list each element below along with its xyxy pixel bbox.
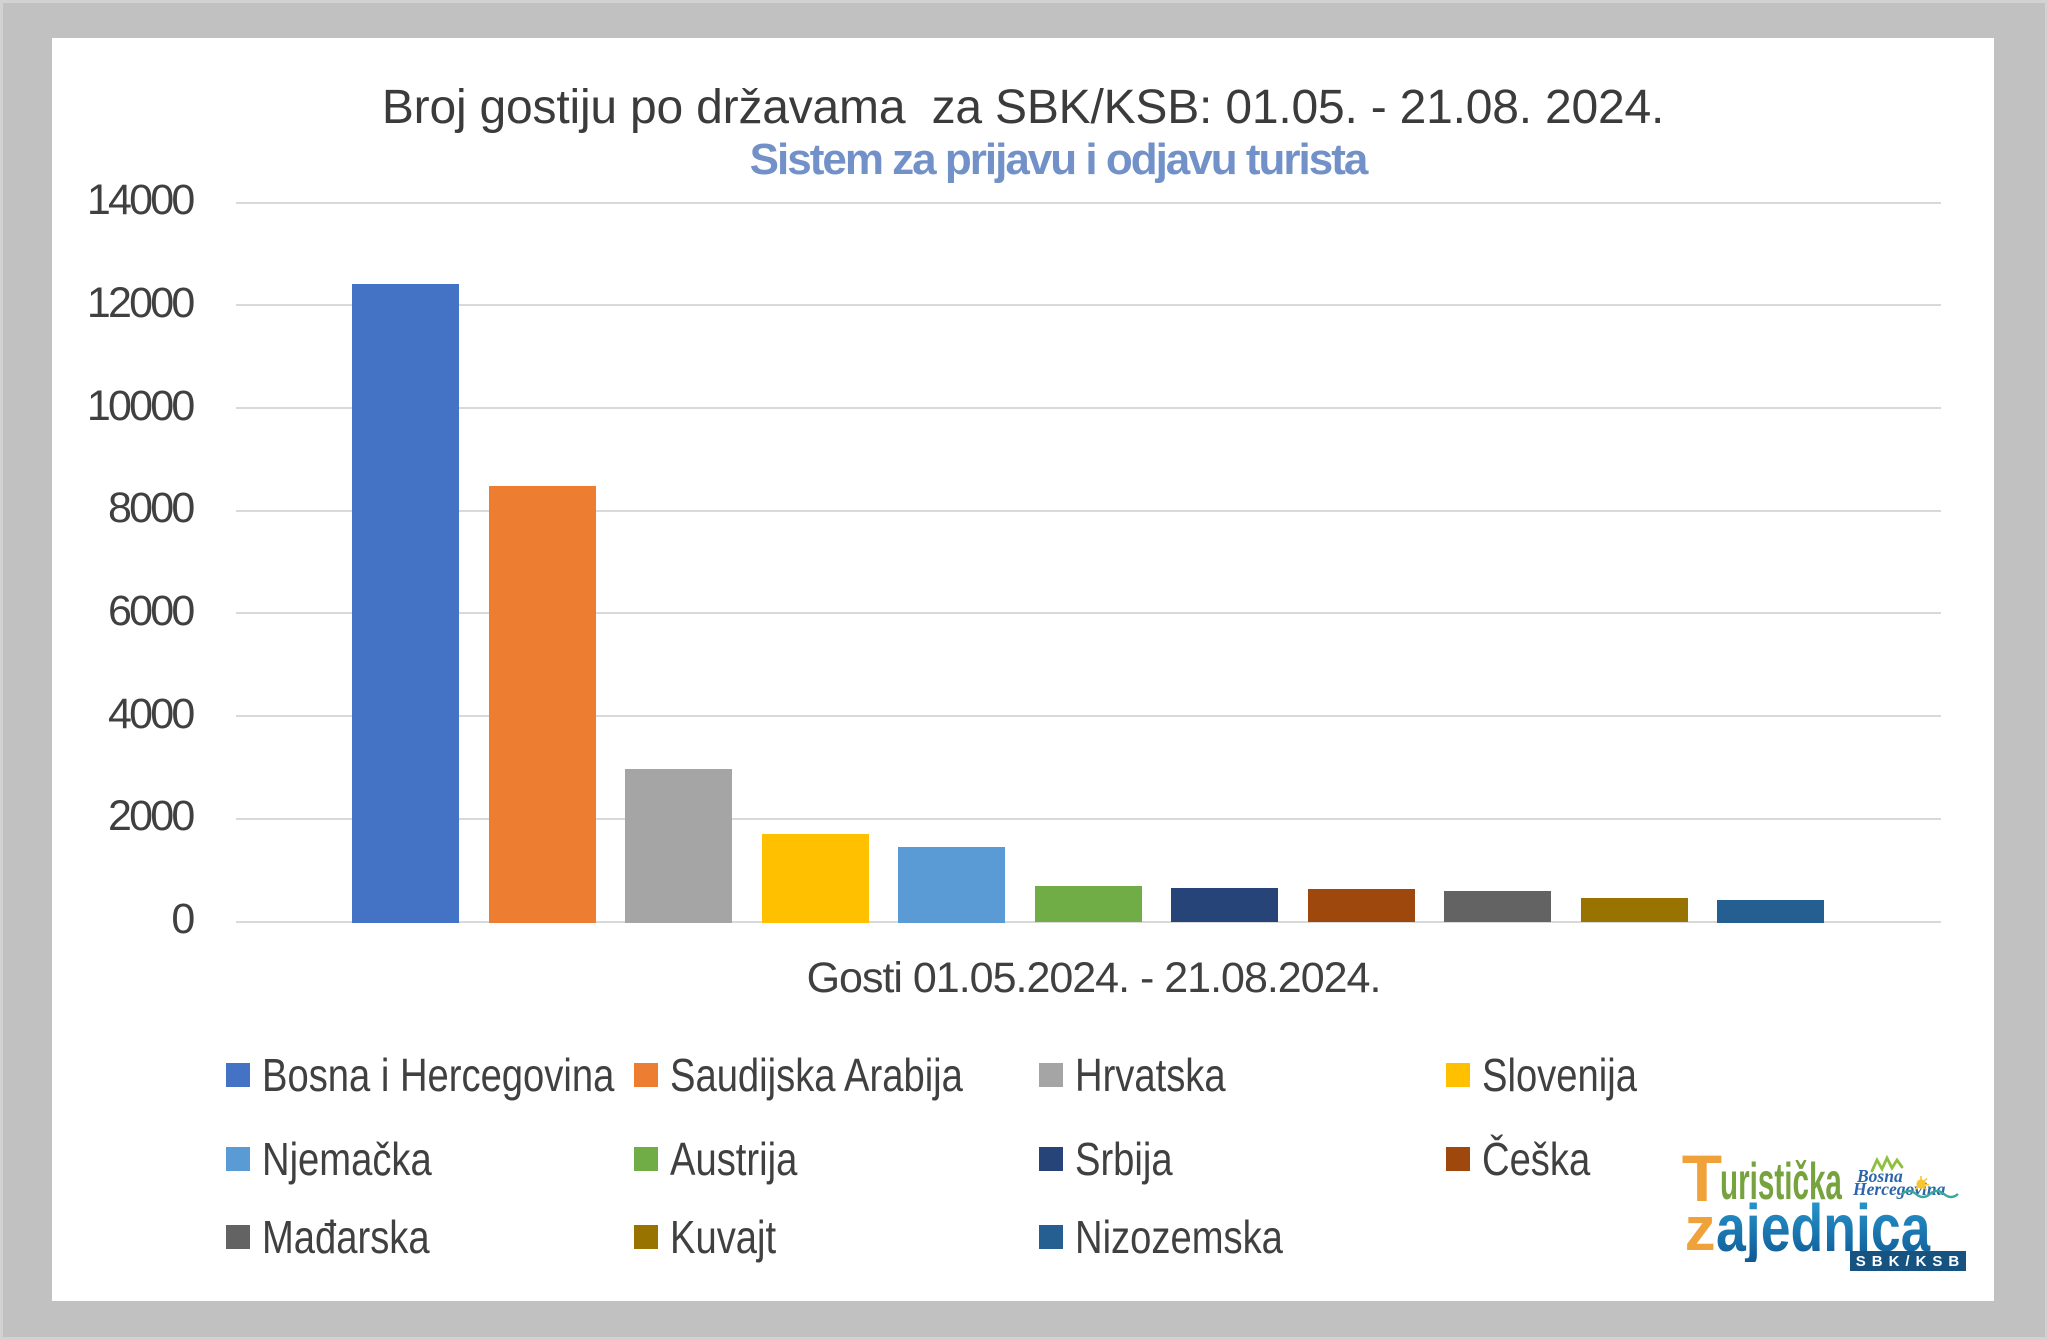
svg-text:Hercegovina: Hercegovina [1852, 1179, 1946, 1199]
svg-text:Bosna: Bosna [1856, 1166, 1903, 1186]
